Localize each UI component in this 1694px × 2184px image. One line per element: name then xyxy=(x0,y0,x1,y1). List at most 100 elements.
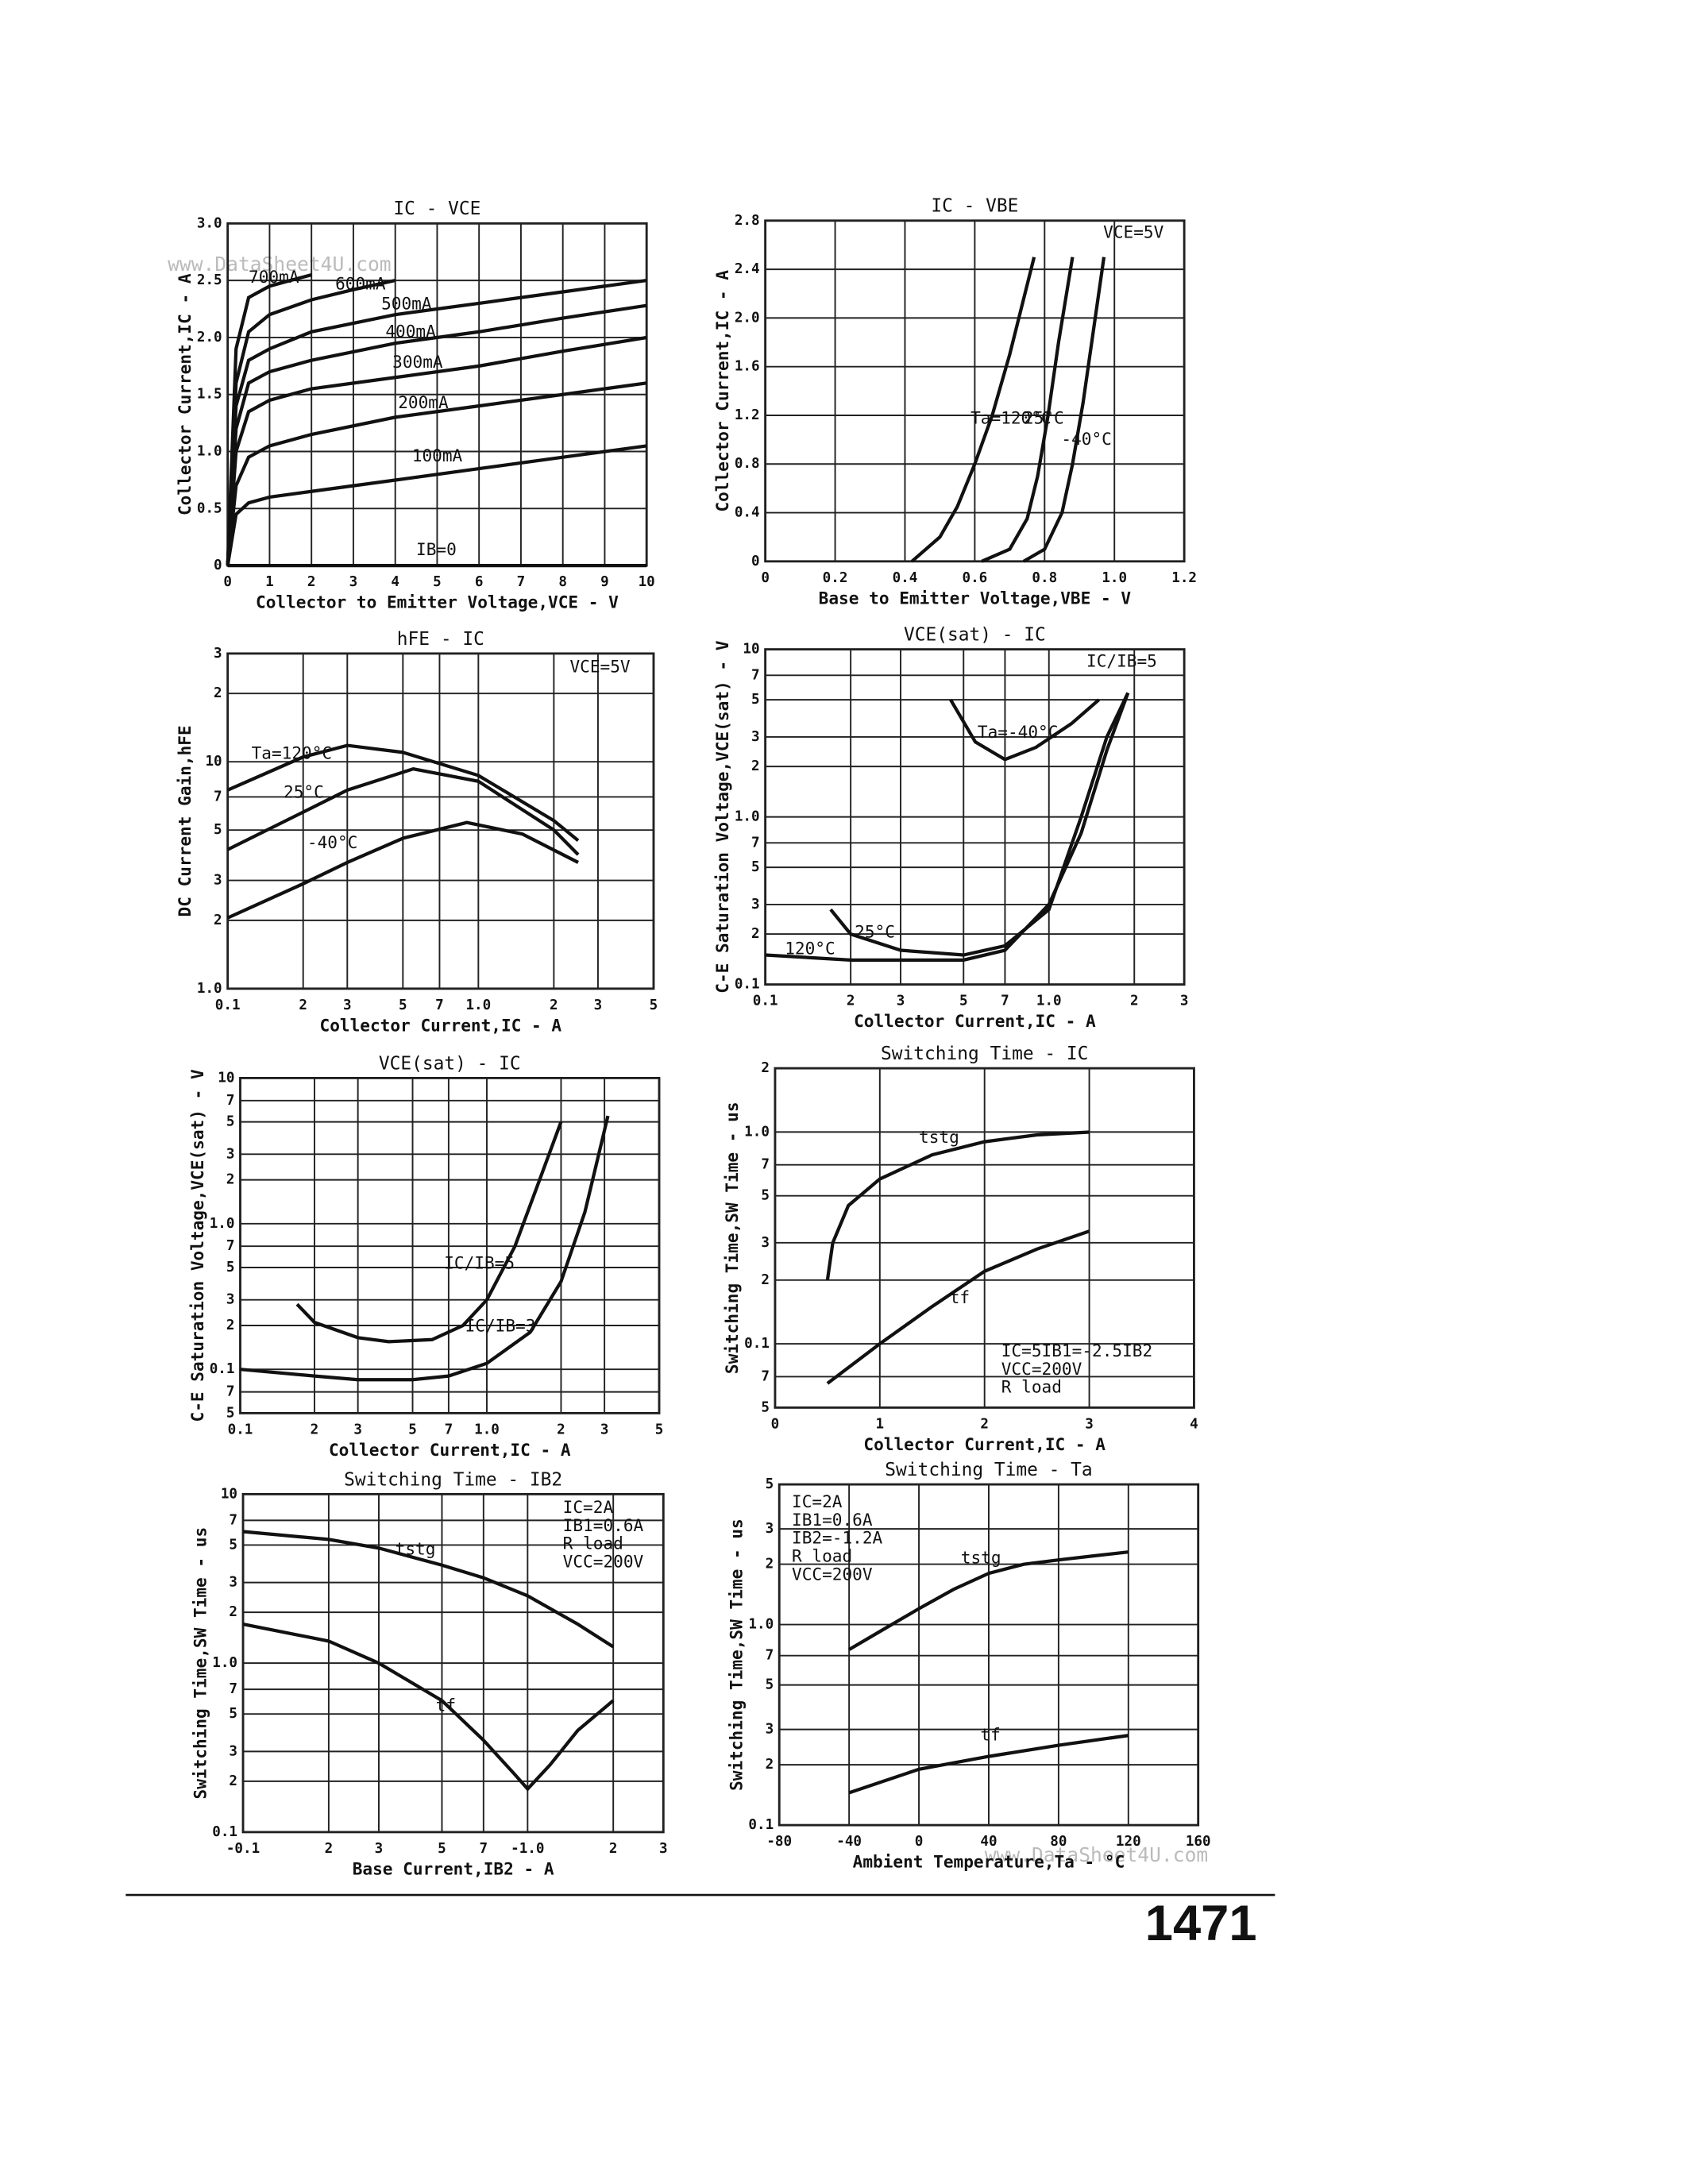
y-tick-label: 10 xyxy=(221,1486,237,1502)
y-tick-label: 0.8 xyxy=(735,456,760,472)
series-label: -40°C xyxy=(307,832,357,852)
annotation: IB1=0.6A xyxy=(792,1510,873,1530)
y-tick-label: 5 xyxy=(761,1188,770,1204)
y-tick-label: 0.1 xyxy=(748,1817,774,1833)
y-tick-label: 3.0 xyxy=(197,215,222,231)
x-tick-label: 1.2 xyxy=(1171,570,1197,586)
series-line xyxy=(848,1550,1129,1651)
series-line xyxy=(226,444,647,566)
y-tick-label: 2 xyxy=(751,758,760,774)
watermark: www.DataSheet4U.com xyxy=(985,1843,1209,1866)
y-tick-label: 5 xyxy=(766,1476,774,1492)
annotation: IC=5IB1=-2.5IB2 xyxy=(1001,1341,1152,1360)
y-tick-label: 5 xyxy=(229,1537,237,1553)
chart-title: Switching Time - IB2 xyxy=(344,1469,562,1490)
annotation: VCC=200V xyxy=(792,1564,873,1584)
x-tick-label: -80 xyxy=(766,1834,792,1850)
y-tick-label: 3 xyxy=(766,1521,774,1537)
y-tick-label: 1.0 xyxy=(210,1216,235,1232)
x-tick-label: 2 xyxy=(299,997,307,1013)
series-label: 300mA xyxy=(392,352,443,372)
y-tick-label: 2 xyxy=(766,1757,774,1773)
y-tick-label: 7 xyxy=(761,1157,770,1173)
y-tick-label: 7 xyxy=(229,1512,237,1528)
annotation: R load xyxy=(792,1546,852,1566)
x-tick-label: 40 xyxy=(980,1834,997,1850)
y-tick-label: 7 xyxy=(766,1648,774,1664)
series-label: tf xyxy=(980,1725,1000,1745)
x-tick-label: 8 xyxy=(558,574,567,590)
series-label: 25°C xyxy=(284,782,324,802)
y-tick-label: 2 xyxy=(229,1604,237,1620)
series-label: tf xyxy=(436,1696,456,1715)
x-axis-label: Collector Current,IC - A xyxy=(320,1015,562,1035)
x-tick-label: 120 xyxy=(1116,1834,1141,1850)
series-line xyxy=(825,1130,1090,1281)
y-tick-label: 1.6 xyxy=(735,359,760,375)
x-tick-label: 10 xyxy=(639,574,655,590)
x-axis-label: Collector to Emitter Voltage,VCE - V xyxy=(256,592,619,612)
annotation: IB1=0.6A xyxy=(563,1515,644,1535)
y-tick-label: 5 xyxy=(766,1677,774,1693)
y-tick-label: 7 xyxy=(226,1238,235,1254)
annotation: VCC=200V xyxy=(563,1552,644,1572)
series-label: 25°C xyxy=(855,922,895,942)
series-line xyxy=(240,1115,610,1382)
y-tick-label: 0.1 xyxy=(735,977,760,993)
y-tick-label: 0.4 xyxy=(735,505,760,521)
y-tick-label: 1.2 xyxy=(735,407,760,423)
x-tick-label: 1 xyxy=(265,574,274,590)
chart-title: Switching Time - IC xyxy=(881,1044,1088,1064)
y-axis-label: Collector Current,IC - A xyxy=(712,270,732,512)
y-tick-label: 5 xyxy=(214,822,222,838)
x-tick-label: 0.1 xyxy=(228,1422,253,1438)
x-tick-label: 3 xyxy=(594,997,603,1013)
series-line xyxy=(226,766,580,856)
series-line xyxy=(848,1734,1129,1795)
x-tick-label: 4 xyxy=(1190,1416,1198,1432)
y-tick-label: 0.1 xyxy=(744,1336,770,1352)
y-axis-label: Switching Time,SW Time - us xyxy=(190,1527,210,1800)
x-tick-label: 3 xyxy=(897,994,905,1009)
y-tick-label: 5 xyxy=(226,1114,235,1130)
annotation: R load xyxy=(563,1534,623,1553)
x-tick-label: -1.0 xyxy=(511,1841,544,1857)
y-tick-label: 7 xyxy=(226,1384,235,1400)
x-axis-label: Collector Current,IC - A xyxy=(854,1011,1096,1031)
x-tick-label: 80 xyxy=(1050,1834,1067,1850)
series-line xyxy=(910,257,1036,563)
series-label: Ta=-40°C xyxy=(978,722,1059,742)
y-tick-label: 3 xyxy=(229,1743,237,1759)
x-tick-label: 2 xyxy=(1130,994,1139,1009)
x-tick-label: 3 xyxy=(1180,994,1189,1009)
series-label: Ta=120°C xyxy=(970,407,1052,427)
y-tick-label: 2 xyxy=(761,1060,770,1076)
y-tick-label: 7 xyxy=(214,789,222,805)
y-tick-label: 7 xyxy=(226,1093,235,1109)
x-axis-label: Ambient Temperature,Ta - °C xyxy=(853,1852,1125,1872)
x-tick-label: 2 xyxy=(311,1422,319,1438)
y-tick-label: 0 xyxy=(751,554,760,569)
x-tick-label: 5 xyxy=(959,994,968,1009)
y-tick-label: 1.0 xyxy=(748,1617,774,1633)
x-tick-label: 3 xyxy=(349,574,358,590)
y-tick-label: 3 xyxy=(214,646,222,662)
x-tick-label: 0.1 xyxy=(753,994,778,1009)
x-tick-label: 5 xyxy=(438,1841,446,1857)
x-tick-label: 0 xyxy=(915,1834,924,1850)
y-tick-label: 2 xyxy=(214,913,222,928)
x-tick-label: 3 xyxy=(375,1841,384,1857)
y-tick-label: 0.1 xyxy=(210,1361,235,1377)
y-tick-label: 1.0 xyxy=(744,1124,770,1140)
y-tick-label: 10 xyxy=(205,754,222,770)
y-tick-label: 2.0 xyxy=(735,310,760,326)
annotation: VCE=5V xyxy=(1103,222,1163,242)
x-tick-label: 0.8 xyxy=(1032,570,1057,586)
y-tick-label: 3 xyxy=(766,1722,774,1738)
chart-title: VCE(sat) - IC xyxy=(379,1053,521,1074)
y-tick-label: 3 xyxy=(229,1575,237,1591)
x-tick-label: 1.0 xyxy=(474,1422,500,1438)
y-tick-label: 10 xyxy=(743,642,759,658)
x-tick-label: 6 xyxy=(475,574,484,590)
x-tick-label: 0.6 xyxy=(963,570,988,586)
